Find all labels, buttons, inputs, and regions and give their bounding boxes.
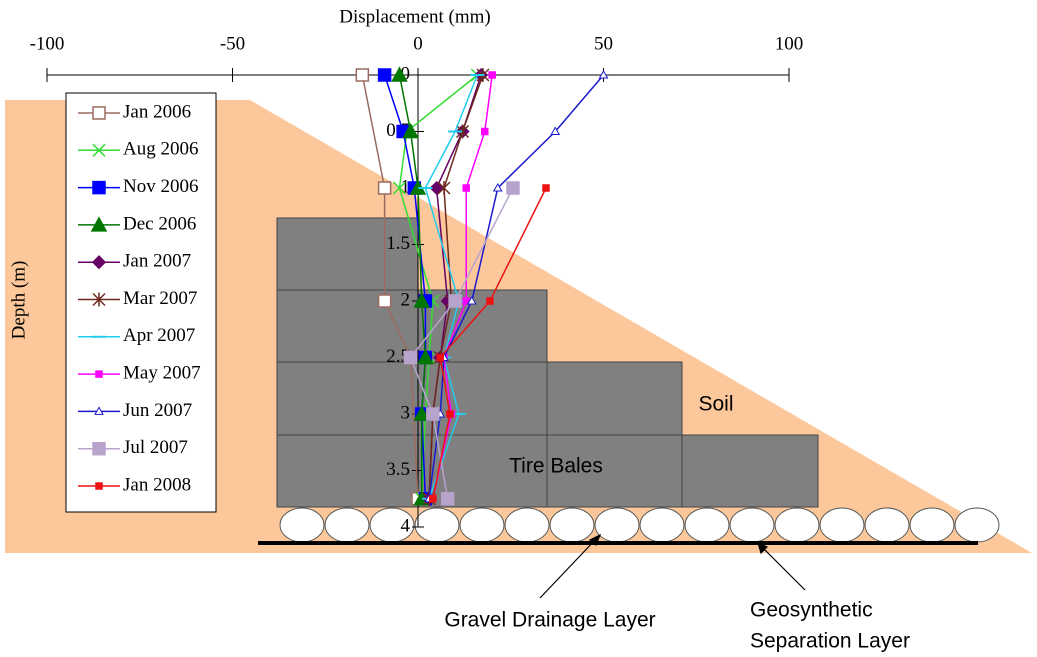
x-tick-label: -50 — [220, 33, 245, 54]
legend-marker — [92, 180, 106, 195]
x-axis-label: Displacement (mm) — [339, 6, 490, 27]
legend-marker — [92, 441, 106, 456]
x-tick-label: 50 — [594, 33, 613, 54]
gravel-stone — [459, 507, 505, 543]
marker — [426, 407, 440, 421]
marker — [429, 495, 437, 503]
legend-marker — [91, 255, 107, 270]
legend-marker — [92, 292, 106, 307]
marker — [462, 184, 470, 192]
marker — [598, 69, 609, 79]
legend-label: Jan 2007 — [123, 251, 191, 272]
gravel-stone — [909, 507, 955, 543]
marker — [492, 182, 503, 192]
gravel-stone — [504, 507, 550, 543]
marker — [506, 181, 520, 195]
legend-marker — [94, 406, 104, 415]
gravel-stone — [324, 507, 370, 543]
legend-label: Aug 2006 — [123, 139, 198, 160]
legend-label: Dec 2006 — [123, 213, 196, 234]
annotation: Gravel Drainage Layer — [444, 609, 655, 632]
marker — [486, 297, 494, 305]
legend — [65, 92, 217, 513]
marker — [355, 68, 370, 82]
legend-label: Mar 2007 — [123, 288, 197, 309]
marker — [402, 122, 419, 139]
legend-label: Jun 2007 — [123, 400, 192, 421]
y-tick-label: 2 — [401, 289, 411, 310]
marker — [436, 353, 445, 362]
legend-marker — [90, 216, 108, 232]
annotation: Geosynthetic — [750, 599, 873, 622]
marker — [377, 294, 392, 308]
legend-label: Nov 2006 — [123, 176, 198, 197]
annotation: Separation Layer — [750, 630, 910, 653]
gravel-stone — [819, 507, 865, 543]
marker — [392, 181, 406, 195]
marker — [413, 405, 430, 421]
marker — [413, 292, 430, 308]
marker — [550, 126, 561, 135]
gravel-stone — [549, 507, 595, 543]
gravel-stone — [729, 507, 775, 543]
x-tick-label: 0 — [413, 33, 423, 54]
gravel-stone — [774, 507, 820, 543]
marker — [437, 181, 451, 195]
legend-marker — [95, 482, 103, 490]
arrows — [539, 533, 806, 599]
marker — [542, 184, 550, 192]
gravel-stone — [954, 507, 1000, 543]
legend-marker — [92, 143, 106, 157]
marker — [440, 492, 455, 506]
gravel-stone — [684, 507, 730, 543]
y-tick-label: 0 — [401, 63, 411, 84]
annotation: Soil — [698, 393, 733, 416]
marker — [417, 348, 434, 365]
legend-label: Jan 2006 — [123, 101, 191, 122]
legend-marker — [95, 370, 103, 378]
y-tick-label: 4 — [401, 515, 411, 536]
marker — [455, 124, 470, 139]
x-tick-label: 100 — [775, 33, 804, 54]
marker — [429, 180, 444, 196]
marker — [446, 410, 454, 418]
gravel-stone — [279, 507, 325, 543]
legend-label: Jul 2007 — [123, 437, 188, 458]
marker — [466, 295, 477, 305]
marker — [377, 68, 392, 82]
marker — [481, 127, 489, 136]
gravel-stone — [864, 507, 910, 543]
y-tick-label: 3 — [401, 402, 411, 423]
gravel-stone — [639, 507, 685, 543]
legend-label: Jan 2008 — [123, 474, 191, 495]
annotation: Tire Bales — [509, 455, 603, 478]
gravel-stone — [594, 507, 640, 543]
y-tick-label: 1.5 — [386, 233, 410, 254]
y-tick-label: 1 — [401, 176, 411, 197]
legend-label: Apr 2007 — [123, 325, 195, 346]
marker — [377, 181, 392, 195]
legend-label: May 2007 — [123, 362, 201, 383]
marker — [448, 294, 462, 308]
y-tick-label: 3.5 — [386, 459, 410, 480]
y-axis-label: Depth (m) — [8, 261, 29, 340]
marker — [488, 71, 496, 79]
tire-bales — [276, 217, 819, 508]
gravel-stone — [414, 507, 460, 543]
marker — [391, 66, 408, 82]
x-tick-label: -100 — [30, 33, 65, 54]
legend-marker — [92, 106, 106, 120]
marker — [403, 350, 418, 365]
